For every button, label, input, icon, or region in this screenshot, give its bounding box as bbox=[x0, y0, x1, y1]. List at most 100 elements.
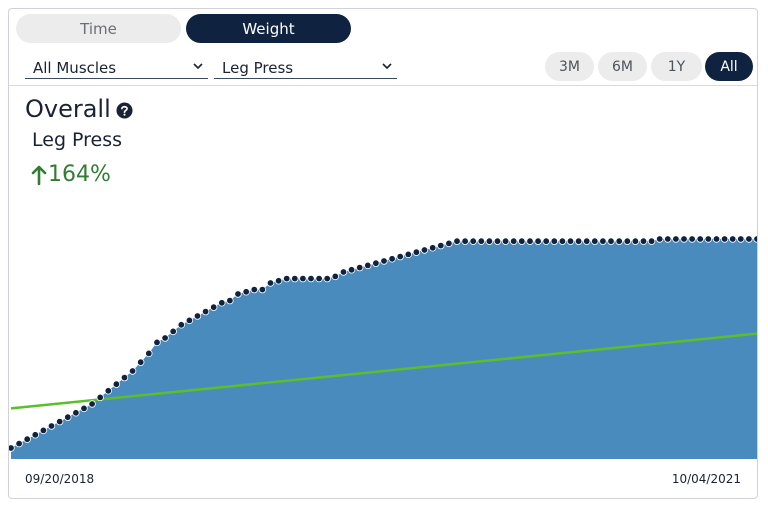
data-point[interactable] bbox=[680, 235, 688, 243]
data-point[interactable] bbox=[534, 237, 542, 245]
data-point[interactable] bbox=[96, 393, 104, 402]
data-point[interactable] bbox=[242, 288, 250, 296]
data-point[interactable] bbox=[209, 303, 218, 311]
data-point[interactable] bbox=[307, 274, 315, 283]
data-point[interactable] bbox=[688, 235, 696, 243]
data-point[interactable] bbox=[291, 274, 299, 283]
data-point[interactable] bbox=[104, 387, 112, 395]
data-point[interactable] bbox=[169, 327, 177, 336]
data-point[interactable] bbox=[729, 235, 737, 243]
data-point[interactable] bbox=[323, 274, 331, 283]
data-point[interactable] bbox=[72, 409, 80, 417]
data-point[interactable] bbox=[574, 237, 583, 245]
data-point[interactable] bbox=[664, 235, 672, 243]
data-point[interactable] bbox=[696, 235, 704, 243]
data-point[interactable] bbox=[120, 373, 129, 382]
data-point[interactable] bbox=[615, 237, 623, 245]
data-point[interactable] bbox=[23, 435, 31, 443]
data-point[interactable] bbox=[234, 290, 242, 298]
data-point[interactable] bbox=[274, 277, 283, 285]
data-point[interactable] bbox=[396, 252, 404, 261]
data-point[interactable] bbox=[218, 299, 226, 307]
data-point[interactable] bbox=[623, 237, 631, 245]
data-point[interactable] bbox=[607, 237, 615, 245]
data-point[interactable] bbox=[364, 261, 372, 270]
data-point[interactable] bbox=[372, 259, 380, 267]
data-point[interactable] bbox=[518, 237, 526, 245]
range-1y-button[interactable]: 1Y bbox=[651, 52, 702, 81]
data-point[interactable] bbox=[501, 237, 510, 245]
data-point[interactable] bbox=[315, 274, 323, 283]
data-point[interactable] bbox=[258, 285, 267, 294]
data-point[interactable] bbox=[712, 235, 721, 243]
data-point[interactable] bbox=[469, 237, 477, 245]
time-toggle-button[interactable]: Time bbox=[16, 14, 181, 43]
data-point[interactable] bbox=[591, 237, 599, 245]
data-point[interactable] bbox=[64, 413, 72, 421]
data-point[interactable] bbox=[177, 321, 185, 329]
weight-toggle-button[interactable]: Weight bbox=[186, 14, 351, 43]
data-point[interactable] bbox=[80, 404, 88, 413]
data-point[interactable] bbox=[250, 285, 258, 294]
data-point[interactable] bbox=[47, 422, 56, 430]
data-point[interactable] bbox=[720, 235, 729, 243]
range-3m-button[interactable]: 3M bbox=[545, 52, 594, 81]
data-point[interactable] bbox=[583, 237, 591, 245]
data-point[interactable] bbox=[485, 237, 494, 245]
data-point[interactable] bbox=[510, 237, 518, 245]
range-6m-button[interactable]: 6M bbox=[598, 52, 647, 81]
data-point[interactable] bbox=[429, 244, 437, 252]
data-point[interactable] bbox=[404, 250, 412, 259]
data-point[interactable] bbox=[15, 439, 23, 448]
data-point[interactable] bbox=[9, 444, 15, 452]
data-point[interactable] bbox=[185, 316, 194, 325]
data-point[interactable] bbox=[356, 263, 364, 272]
data-point[interactable] bbox=[453, 237, 461, 245]
data-point[interactable] bbox=[639, 237, 648, 245]
data-point[interactable] bbox=[153, 338, 161, 347]
muscles-dropdown[interactable]: All Muscles bbox=[25, 57, 208, 79]
data-point[interactable] bbox=[226, 296, 234, 305]
data-point[interactable] bbox=[56, 417, 64, 426]
data-point[interactable] bbox=[380, 257, 388, 265]
data-point[interactable] bbox=[331, 272, 339, 281]
range-all-button[interactable]: All bbox=[705, 52, 753, 81]
data-point[interactable] bbox=[704, 235, 712, 243]
help-icon[interactable] bbox=[116, 101, 133, 119]
data-point[interactable] bbox=[647, 237, 656, 245]
data-point[interactable] bbox=[672, 235, 680, 243]
data-point[interactable] bbox=[753, 235, 758, 243]
data-point[interactable] bbox=[145, 349, 153, 358]
data-point[interactable] bbox=[39, 426, 48, 435]
data-point[interactable] bbox=[136, 358, 145, 366]
data-point[interactable] bbox=[542, 237, 550, 245]
data-point[interactable] bbox=[461, 237, 469, 245]
data-point[interactable] bbox=[550, 237, 558, 245]
data-point[interactable] bbox=[88, 400, 96, 408]
data-point[interactable] bbox=[599, 237, 607, 245]
data-point[interactable] bbox=[558, 237, 567, 245]
data-point[interactable] bbox=[193, 312, 202, 320]
data-point[interactable] bbox=[493, 237, 502, 245]
data-point[interactable] bbox=[445, 239, 453, 248]
data-point[interactable] bbox=[31, 431, 39, 439]
data-point[interactable] bbox=[437, 241, 445, 250]
data-point[interactable] bbox=[566, 237, 575, 245]
data-point[interactable] bbox=[388, 255, 396, 263]
data-point[interactable] bbox=[339, 268, 348, 276]
data-point[interactable] bbox=[737, 235, 745, 243]
data-point[interactable] bbox=[299, 274, 307, 283]
exercise-dropdown[interactable]: Leg Press bbox=[214, 57, 397, 79]
data-point[interactable] bbox=[128, 367, 137, 375]
data-point[interactable] bbox=[347, 266, 356, 274]
data-point[interactable] bbox=[412, 248, 421, 256]
data-point[interactable] bbox=[420, 246, 429, 254]
data-point[interactable] bbox=[656, 235, 664, 243]
data-point[interactable] bbox=[477, 237, 485, 245]
data-point[interactable] bbox=[631, 237, 640, 245]
data-point[interactable] bbox=[161, 334, 169, 342]
data-point[interactable] bbox=[745, 235, 753, 243]
data-point[interactable] bbox=[283, 274, 291, 283]
data-point[interactable] bbox=[266, 279, 275, 287]
data-point[interactable] bbox=[112, 380, 121, 388]
